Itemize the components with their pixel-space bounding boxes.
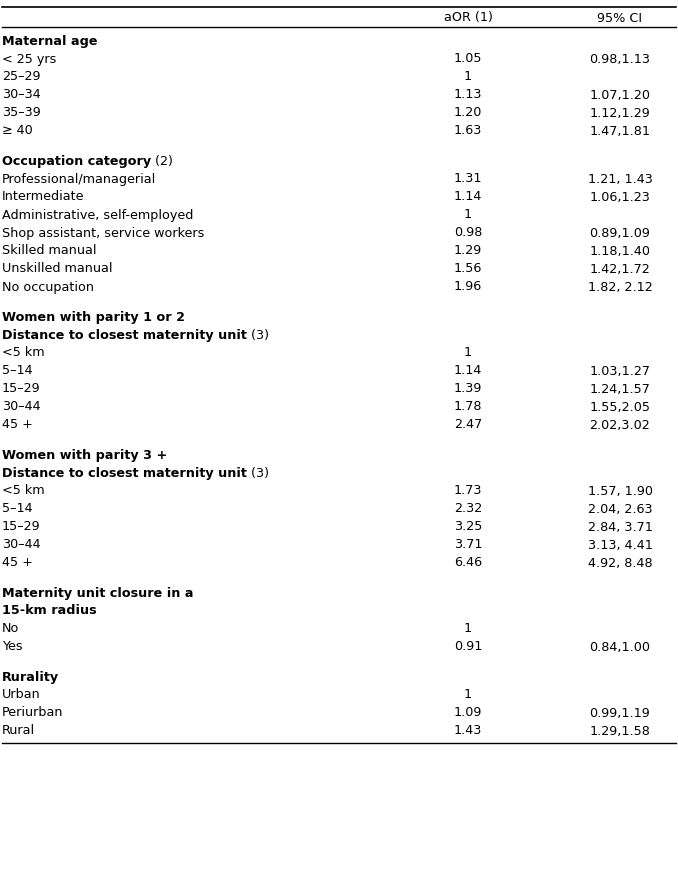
Text: Distance to closest maternity unit: Distance to closest maternity unit <box>2 466 247 479</box>
Text: 1.78: 1.78 <box>454 400 482 413</box>
Text: 0.89,1.09: 0.89,1.09 <box>590 226 650 239</box>
Text: Intermediate: Intermediate <box>2 190 85 203</box>
Text: Women with parity 3 +: Women with parity 3 + <box>2 448 167 461</box>
Text: 5–14: 5–14 <box>2 364 33 377</box>
Text: 1.20: 1.20 <box>454 106 482 119</box>
Text: Rural: Rural <box>2 724 35 737</box>
Text: 15–29: 15–29 <box>2 520 41 533</box>
Text: 1.24,1.57: 1.24,1.57 <box>590 382 650 395</box>
Text: Distance to closest maternity unit: Distance to closest maternity unit <box>2 328 247 342</box>
Text: 1.18,1.40: 1.18,1.40 <box>589 244 650 257</box>
Text: 0.84,1.00: 0.84,1.00 <box>589 640 650 653</box>
Text: aOR (1): aOR (1) <box>443 11 492 24</box>
Text: Maternity unit closure in a: Maternity unit closure in a <box>2 586 193 599</box>
Text: 1.47,1.81: 1.47,1.81 <box>589 124 650 137</box>
Text: 1.56: 1.56 <box>454 262 482 275</box>
Text: Skilled manual: Skilled manual <box>2 244 96 257</box>
Text: 15–29: 15–29 <box>2 382 41 395</box>
Text: 1.39: 1.39 <box>454 382 482 395</box>
Text: 0.91: 0.91 <box>454 640 482 653</box>
Text: Urban: Urban <box>2 687 41 700</box>
Text: 45 +: 45 + <box>2 556 33 569</box>
Text: 1.55,2.05: 1.55,2.05 <box>589 400 650 413</box>
Text: 3.25: 3.25 <box>454 520 482 533</box>
Text: 30–44: 30–44 <box>2 400 41 413</box>
Text: 1.29: 1.29 <box>454 244 482 257</box>
Text: 6.46: 6.46 <box>454 556 482 569</box>
Text: 1.14: 1.14 <box>454 190 482 203</box>
Text: 1.31: 1.31 <box>454 172 482 185</box>
Text: 30–44: 30–44 <box>2 538 41 551</box>
Text: Rurality: Rurality <box>2 670 59 683</box>
Text: (3): (3) <box>247 328 269 342</box>
Text: 1: 1 <box>464 687 472 700</box>
Text: Women with parity 1 or 2: Women with parity 1 or 2 <box>2 310 185 323</box>
Text: No: No <box>2 622 20 634</box>
Text: 1: 1 <box>464 70 472 83</box>
Text: ≥ 40: ≥ 40 <box>2 124 33 137</box>
Text: 1: 1 <box>464 209 472 222</box>
Text: 15-km radius: 15-km radius <box>2 604 97 617</box>
Text: 1.03,1.27: 1.03,1.27 <box>589 364 650 377</box>
Text: 25–29: 25–29 <box>2 70 41 83</box>
Text: 1.57, 1.90: 1.57, 1.90 <box>588 484 652 497</box>
Text: <5 km: <5 km <box>2 346 45 359</box>
Text: 1.63: 1.63 <box>454 124 482 137</box>
Text: 2.47: 2.47 <box>454 418 482 431</box>
Text: Professional/managerial: Professional/managerial <box>2 172 156 185</box>
Text: 2.04, 2.63: 2.04, 2.63 <box>588 502 652 515</box>
Text: <5 km: <5 km <box>2 484 45 497</box>
Text: 0.99,1.19: 0.99,1.19 <box>590 706 650 719</box>
Text: 1.14: 1.14 <box>454 364 482 377</box>
Text: Yes: Yes <box>2 640 22 653</box>
Text: 2.84, 3.71: 2.84, 3.71 <box>588 520 652 533</box>
Text: 1.06,1.23: 1.06,1.23 <box>590 190 650 203</box>
Text: < 25 yrs: < 25 yrs <box>2 52 56 65</box>
Text: 0.98,1.13: 0.98,1.13 <box>589 52 650 65</box>
Text: 1.96: 1.96 <box>454 280 482 293</box>
Text: Shop assistant, service workers: Shop assistant, service workers <box>2 226 204 239</box>
Text: 1.09: 1.09 <box>454 706 482 719</box>
Text: 45 +: 45 + <box>2 418 33 431</box>
Text: 95% CI: 95% CI <box>597 11 643 24</box>
Text: 3.71: 3.71 <box>454 538 482 551</box>
Text: 1.05: 1.05 <box>454 52 482 65</box>
Text: No occupation: No occupation <box>2 280 94 293</box>
Text: 2.02,3.02: 2.02,3.02 <box>590 418 650 431</box>
Text: 1.13: 1.13 <box>454 89 482 102</box>
Text: 1.42,1.72: 1.42,1.72 <box>590 262 650 275</box>
Text: 1.82, 2.12: 1.82, 2.12 <box>588 280 652 293</box>
Text: 1: 1 <box>464 346 472 359</box>
Text: 1.12,1.29: 1.12,1.29 <box>590 106 650 119</box>
Text: 5–14: 5–14 <box>2 502 33 515</box>
Text: Maternal age: Maternal age <box>2 35 98 48</box>
Text: (3): (3) <box>247 466 269 479</box>
Text: Periurban: Periurban <box>2 706 64 719</box>
Text: 4.92, 8.48: 4.92, 8.48 <box>588 556 652 569</box>
Text: 2.32: 2.32 <box>454 502 482 515</box>
Text: 1.43: 1.43 <box>454 724 482 737</box>
Text: 1.21, 1.43: 1.21, 1.43 <box>588 172 652 185</box>
Text: Administrative, self-employed: Administrative, self-employed <box>2 209 193 222</box>
Text: 35–39: 35–39 <box>2 106 41 119</box>
Text: 3.13, 4.41: 3.13, 4.41 <box>588 538 652 551</box>
Text: 1.29,1.58: 1.29,1.58 <box>590 724 650 737</box>
Text: (2): (2) <box>151 155 173 168</box>
Text: Unskilled manual: Unskilled manual <box>2 262 113 275</box>
Text: 30–34: 30–34 <box>2 89 41 102</box>
Text: 1.73: 1.73 <box>454 484 482 497</box>
Text: 1.07,1.20: 1.07,1.20 <box>589 89 650 102</box>
Text: Occupation category: Occupation category <box>2 155 151 168</box>
Text: 1: 1 <box>464 622 472 634</box>
Text: 0.98: 0.98 <box>454 226 482 239</box>
